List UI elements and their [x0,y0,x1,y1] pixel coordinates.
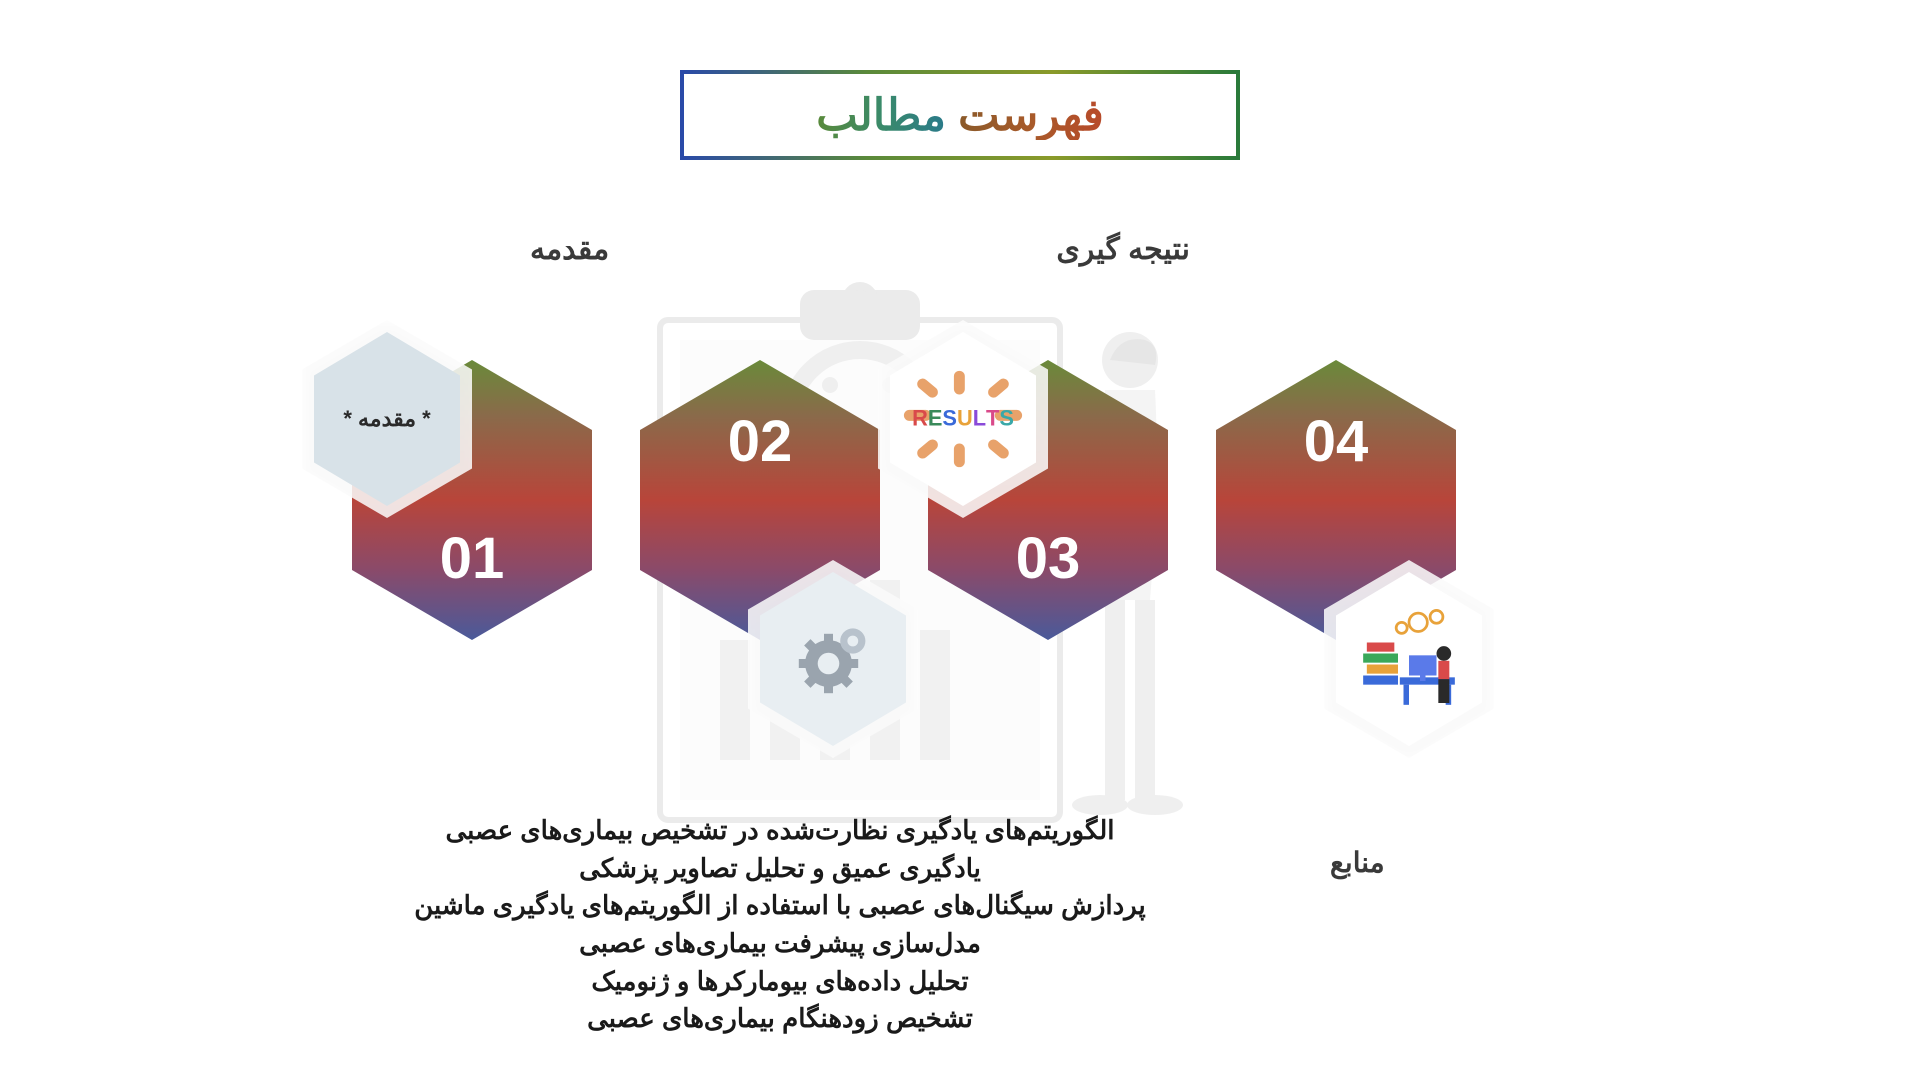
list-item: مدل‌سازی پیشرفت بیماری‌های عصبی [330,925,1230,963]
books-icon [1354,604,1464,714]
results-icon: RESULTS [898,369,1028,469]
title-word-1: فهرست [958,91,1104,140]
hex-number-04: 04 [1304,408,1369,475]
hex-badge-01-text: * مقدمه * [343,406,430,432]
list-item: پردازش سیگنال‌های عصبی با استفاده از الگ… [330,887,1230,925]
list-item: تشخیص زودهنگام بیماری‌های عصبی [330,1000,1230,1038]
list-item: تحلیل داده‌های بیومارکرها و ژنومیک [330,963,1230,1001]
hex-number-03: 03 [1016,525,1081,592]
topics-list: الگوریتم‌های یادگیری نظارت‌شده در تشخیص … [330,812,1230,1038]
hex-number-02: 02 [728,408,793,475]
hex-number-01: 01 [440,525,505,592]
list-item: یادگیری عمیق و تحلیل تصاویر پزشکی [330,850,1230,888]
svg-text:RESULTS: RESULTS [912,405,1014,430]
label-sources: منابع [1330,846,1385,879]
gears-icon [788,614,878,704]
page-title: فهرست مطالب [816,90,1104,141]
list-item: الگوریتم‌های یادگیری نظارت‌شده در تشخیص … [330,812,1230,850]
label-conclusion: نتیجه گیری [1056,232,1190,267]
label-introduction: مقدمه [530,232,609,267]
title-word-2: مطالب [816,91,946,140]
title-box: فهرست مطالب [680,70,1240,160]
